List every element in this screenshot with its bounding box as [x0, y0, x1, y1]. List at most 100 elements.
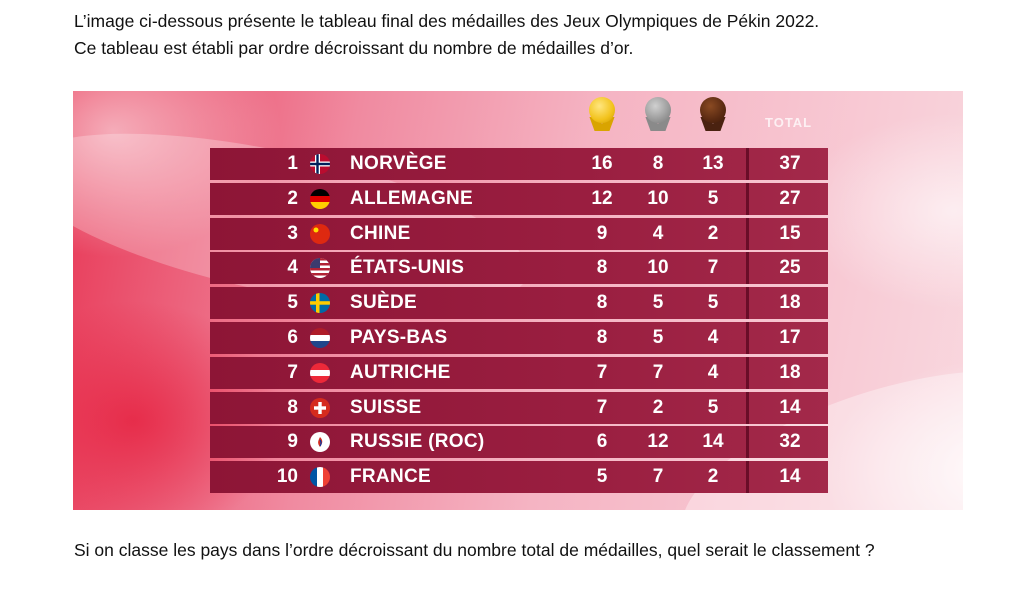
silver-count-cell: 10: [647, 257, 669, 279]
bronze-medal-icon: [700, 97, 726, 133]
rank-cell: 6: [287, 326, 298, 348]
silver-count-cell: 5: [652, 292, 664, 314]
usa-flag-icon: [310, 258, 330, 279]
country-cell: AUTRICHE: [350, 361, 451, 383]
bronze-count-cell: 13: [702, 153, 724, 174]
bronze-count-cell: 7: [707, 257, 719, 279]
total-count-cell: 25: [779, 257, 801, 279]
china-flag-icon: [310, 223, 330, 244]
bronze-count-cell: 4: [707, 361, 719, 383]
total-separator: [746, 287, 749, 320]
bronze-count-cell: 5: [707, 396, 719, 418]
total-count-cell: 18: [779, 361, 801, 383]
intro-line-1: L’image ci-dessous présente le tableau f…: [74, 11, 820, 31]
total-count-cell: 14: [779, 396, 801, 418]
country-cell: SUISSE: [350, 396, 422, 418]
gold-count-cell: 9: [596, 222, 608, 244]
total-separator: [746, 217, 749, 250]
gold-count-cell: 12: [591, 187, 613, 209]
bronze-count-cell: 2: [707, 466, 719, 488]
table-row: 8 SUISSE 7 2 5 14: [210, 391, 828, 424]
total-separator: [746, 252, 749, 285]
total-separator: [746, 356, 749, 389]
country-cell: ÉTATS-UNIS: [350, 257, 465, 279]
country-cell: RUSSIE (ROC): [350, 431, 485, 453]
table-row: 6 PAYS-BAS 8 5 4 17: [210, 321, 828, 354]
bronze-count-cell: 4: [707, 326, 719, 348]
norway-flag-icon: [310, 154, 330, 174]
table-row: 2 ALLEMAGNE 12 10 5 27: [210, 182, 828, 215]
silver-count-cell: 12: [647, 431, 669, 453]
rank-cell: 8: [287, 396, 298, 418]
rank-cell: 2: [287, 187, 298, 209]
silver-medal-icon: [645, 97, 671, 133]
rank-cell: 1: [287, 153, 298, 174]
table-row: 4 ÉTATS-UNIS 8 10 7 25: [210, 252, 828, 285]
country-cell: ALLEMAGNE: [350, 187, 474, 209]
rank-cell: 3: [287, 222, 298, 244]
total-count-cell: 15: [779, 222, 801, 244]
gold-count-cell: 8: [596, 257, 608, 279]
silver-count-cell: 8: [652, 153, 664, 174]
gold-count-cell: 8: [596, 292, 608, 314]
rank-cell: 10: [276, 466, 298, 488]
country-cell: NORVÈGE: [350, 153, 447, 174]
gold-count-cell: 7: [596, 361, 608, 383]
netherlands-flag-icon: [310, 327, 330, 348]
silver-count-cell: 7: [652, 361, 664, 383]
table-row: 1 NORVÈGE 16 8 13 37: [210, 148, 828, 180]
country-cell: PAYS-BAS: [350, 326, 448, 348]
gold-count-cell: 5: [596, 466, 608, 488]
france-flag-icon: [310, 467, 330, 488]
country-cell: FRANCE: [350, 466, 431, 488]
germany-flag-icon: [310, 188, 330, 209]
total-count-cell: 14: [779, 466, 801, 488]
silver-count-cell: 5: [652, 326, 664, 348]
country-cell: SUÈDE: [350, 292, 417, 314]
question-text: Si on classe les pays dans l’ordre décro…: [74, 540, 875, 560]
total-separator: [746, 391, 749, 424]
austria-flag-icon: [310, 362, 330, 383]
table-row: 9 RUSSIE (ROC) 6 12 14 32: [210, 426, 828, 459]
total-count-cell: 37: [779, 153, 801, 174]
gold-count-cell: 8: [596, 326, 608, 348]
rank-cell: 9: [287, 431, 298, 453]
gold-count-cell: 7: [596, 396, 608, 418]
gold-count-cell: 16: [591, 153, 613, 174]
switzerland-flag-icon: [310, 397, 330, 418]
total-separator: [746, 321, 749, 354]
table-row: 5 SUÈDE 8 5 5 18: [210, 287, 828, 320]
total-column-header: TOTAL: [765, 115, 813, 130]
rank-cell: 4: [287, 257, 298, 279]
total-count-cell: 27: [779, 187, 801, 209]
roc-flag-icon: [310, 432, 330, 453]
medal-table-image: TOTAL 1 NORVÈGE 16 8 13 37 2 ALLEMAGNE 12 10 5 27 3 C…: [73, 91, 963, 510]
total-separator: [746, 148, 749, 180]
country-cell: CHINE: [350, 222, 411, 244]
silver-count-cell: 7: [652, 466, 664, 488]
intro-text: L’image ci-dessous présente le tableau f…: [74, 8, 819, 62]
total-count-cell: 17: [779, 326, 801, 348]
table-row: 10 FRANCE 5 7 2 14: [210, 461, 828, 494]
total-count-cell: 32: [779, 431, 801, 453]
silver-count-cell: 2: [652, 396, 664, 418]
silver-count-cell: 4: [652, 222, 664, 244]
gold-count-cell: 6: [596, 431, 608, 453]
rank-cell: 7: [287, 361, 298, 383]
total-separator: [746, 182, 749, 215]
rank-cell: 5: [287, 292, 298, 314]
total-separator: [746, 426, 749, 459]
silver-count-cell: 10: [647, 187, 669, 209]
total-separator: [746, 461, 749, 494]
bronze-count-cell: 5: [707, 292, 719, 314]
total-count-cell: 18: [779, 292, 801, 314]
table-row: 7 AUTRICHE 7 7 4 18: [210, 356, 828, 389]
medal-board: 1 NORVÈGE 16 8 13 37 2 ALLEMAGNE 12 10 5 27 3 CHINE 9 4…: [210, 148, 828, 496]
table-row: 3 CHINE 9 4 2 15: [210, 217, 828, 250]
intro-line-2: Ce tableau est établi par ordre décroiss…: [74, 38, 634, 58]
bronze-count-cell: 5: [707, 187, 719, 209]
bronze-count-cell: 14: [702, 431, 724, 453]
sweden-flag-icon: [310, 293, 330, 314]
gold-medal-icon: [589, 97, 615, 133]
bronze-count-cell: 2: [707, 222, 719, 244]
